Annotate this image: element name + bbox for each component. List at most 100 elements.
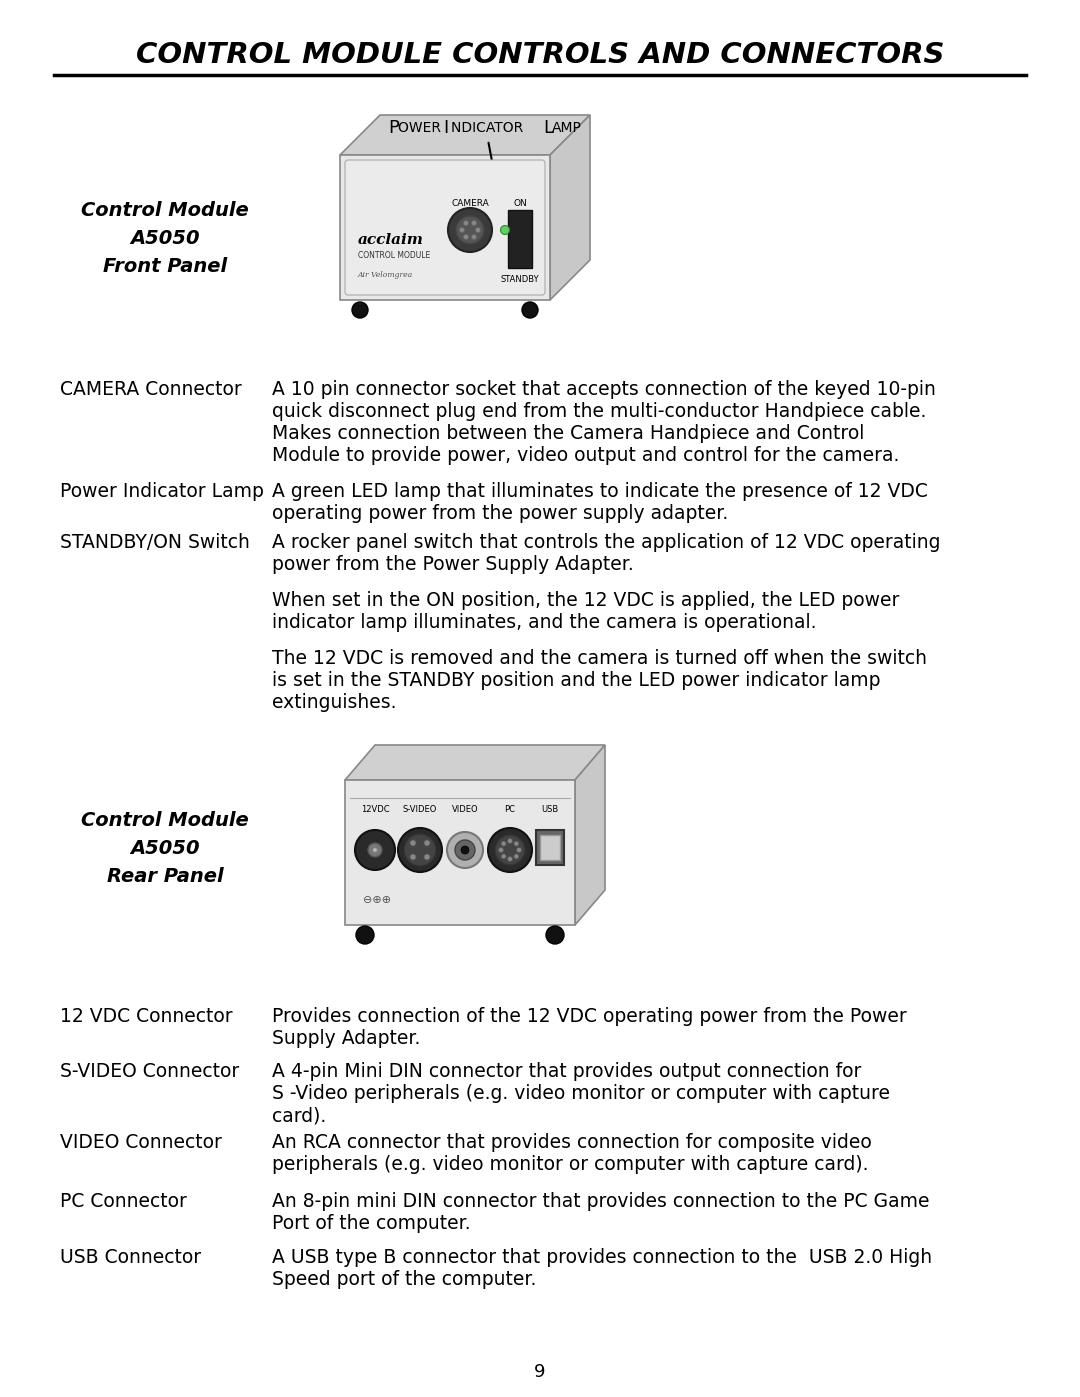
Text: Front Panel: Front Panel (103, 257, 227, 275)
Circle shape (356, 926, 374, 944)
Text: CAMERA: CAMERA (451, 198, 489, 208)
Circle shape (373, 848, 377, 852)
Text: A green LED lamp that illuminates to indicate the presence of 12 VDC: A green LED lamp that illuminates to ind… (272, 482, 928, 502)
Text: STANDBY/ON Switch: STANDBY/ON Switch (60, 534, 249, 552)
Circle shape (461, 847, 469, 854)
Text: The 12 VDC is removed and the camera is turned off when the switch: The 12 VDC is removed and the camera is … (272, 650, 927, 668)
Circle shape (500, 225, 510, 235)
Text: Control Module: Control Module (81, 201, 248, 219)
Circle shape (399, 828, 442, 872)
Text: 12 VDC Connector: 12 VDC Connector (60, 1007, 232, 1025)
Text: Module to provide power, video output and control for the camera.: Module to provide power, video output an… (272, 446, 900, 465)
Circle shape (352, 302, 368, 319)
Circle shape (501, 841, 507, 847)
Text: Port of the computer.: Port of the computer. (272, 1214, 471, 1234)
Circle shape (410, 854, 416, 861)
Circle shape (472, 235, 476, 239)
Bar (345, 780, 575, 925)
Text: OWER: OWER (399, 122, 445, 136)
Text: 12VDC: 12VDC (361, 806, 389, 814)
Circle shape (424, 840, 430, 847)
Circle shape (514, 841, 518, 847)
Bar (340, 155, 550, 300)
Text: A 4-pin Mini DIN connector that provides output connection for: A 4-pin Mini DIN connector that provides… (272, 1062, 862, 1081)
Text: acclaim: acclaim (357, 233, 423, 247)
Polygon shape (550, 115, 590, 300)
Text: is set in the STANDBY position and the LED power indicator lamp: is set in the STANDBY position and the L… (272, 671, 880, 690)
Text: CAMERA Connector: CAMERA Connector (60, 380, 242, 400)
Text: Supply Adapter.: Supply Adapter. (272, 1030, 420, 1048)
Circle shape (495, 835, 525, 865)
Circle shape (410, 840, 416, 847)
Text: VIDEO: VIDEO (451, 806, 478, 814)
Polygon shape (340, 115, 590, 155)
Text: Rear Panel: Rear Panel (107, 866, 224, 886)
Circle shape (404, 834, 436, 866)
Text: PC: PC (504, 806, 515, 814)
Bar (540, 835, 561, 861)
Text: When set in the ON position, the 12 VDC is applied, the LED power: When set in the ON position, the 12 VDC … (272, 591, 900, 610)
Text: peripherals (e.g. video monitor or computer with capture card).: peripherals (e.g. video monitor or compu… (272, 1155, 868, 1173)
Text: Control Module: Control Module (81, 810, 248, 830)
Text: CONTROL MODULE: CONTROL MODULE (357, 250, 430, 260)
Text: A 10 pin connector socket that accepts connection of the keyed 10-pin: A 10 pin connector socket that accepts c… (272, 380, 936, 400)
Circle shape (488, 828, 532, 872)
Text: An 8-pin mini DIN connector that provides connection to the PC Game: An 8-pin mini DIN connector that provide… (272, 1192, 930, 1211)
Circle shape (522, 302, 538, 319)
Circle shape (501, 854, 507, 859)
Text: quick disconnect plug end from the multi-conductor Handpiece cable.: quick disconnect plug end from the multi… (272, 402, 927, 420)
Text: P: P (388, 119, 399, 137)
Text: L: L (543, 119, 553, 137)
Text: indicator lamp illuminates, and the camera is operational.: indicator lamp illuminates, and the came… (272, 613, 816, 631)
Text: USB Connector: USB Connector (60, 1248, 201, 1267)
Circle shape (472, 221, 476, 225)
Text: ⊖⊕⊕: ⊖⊕⊕ (363, 895, 391, 905)
Circle shape (475, 228, 481, 232)
Text: Makes connection between the Camera Handpiece and Control: Makes connection between the Camera Hand… (272, 425, 864, 443)
Circle shape (448, 208, 492, 251)
Circle shape (546, 926, 564, 944)
Text: USB: USB (541, 806, 558, 814)
Text: extinguishes.: extinguishes. (272, 693, 396, 712)
Text: S-VIDEO: S-VIDEO (403, 806, 437, 814)
Text: Air Velomgrea: Air Velomgrea (357, 271, 414, 279)
Text: 9: 9 (535, 1363, 545, 1382)
Text: S -Video peripherals (e.g. video monitor or computer with capture: S -Video peripherals (e.g. video monitor… (272, 1084, 890, 1104)
Text: STANDBY: STANDBY (501, 275, 539, 285)
Text: A5050: A5050 (131, 229, 200, 247)
Circle shape (355, 830, 395, 870)
Text: operating power from the power supply adapter.: operating power from the power supply ad… (272, 504, 728, 522)
Text: VIDEO Connector: VIDEO Connector (60, 1133, 221, 1153)
Circle shape (499, 848, 503, 852)
Text: A rocker panel switch that controls the application of 12 VDC operating: A rocker panel switch that controls the … (272, 534, 941, 552)
Circle shape (516, 848, 522, 852)
Circle shape (447, 833, 483, 868)
Circle shape (508, 838, 513, 844)
Circle shape (463, 235, 469, 239)
FancyBboxPatch shape (345, 161, 545, 295)
Text: card).: card). (272, 1106, 326, 1125)
Circle shape (368, 842, 382, 856)
Text: ON: ON (513, 198, 527, 208)
Circle shape (514, 854, 518, 859)
Text: AMP: AMP (552, 122, 582, 136)
Text: S-VIDEO Connector: S-VIDEO Connector (60, 1062, 240, 1081)
Text: Power Indicator Lamp: Power Indicator Lamp (60, 482, 264, 502)
Bar (536, 830, 564, 865)
Text: NDICATOR: NDICATOR (451, 122, 528, 136)
Text: I: I (443, 119, 448, 137)
Polygon shape (345, 745, 605, 780)
Text: An RCA connector that provides connection for composite video: An RCA connector that provides connectio… (272, 1133, 872, 1153)
Circle shape (455, 840, 475, 861)
Circle shape (459, 228, 464, 232)
Bar (508, 210, 532, 268)
Circle shape (424, 854, 430, 861)
Text: power from the Power Supply Adapter.: power from the Power Supply Adapter. (272, 555, 634, 574)
Text: Provides connection of the 12 VDC operating power from the Power: Provides connection of the 12 VDC operat… (272, 1007, 907, 1025)
Text: Speed port of the computer.: Speed port of the computer. (272, 1270, 537, 1289)
Text: PC Connector: PC Connector (60, 1192, 187, 1211)
Circle shape (456, 217, 484, 244)
Text: CONTROL MODULE CONTROLS AND CONNECTORS: CONTROL MODULE CONTROLS AND CONNECTORS (136, 41, 944, 68)
Text: A USB type B connector that provides connection to the  USB 2.0 High: A USB type B connector that provides con… (272, 1248, 932, 1267)
Circle shape (463, 221, 469, 225)
